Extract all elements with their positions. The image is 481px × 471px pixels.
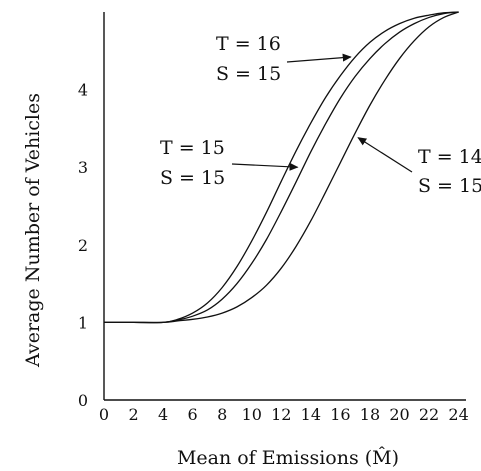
x-tick-label: 8 <box>217 405 227 424</box>
x-tick-label: 16 <box>330 405 350 424</box>
x-tick-label: 4 <box>158 405 168 424</box>
y-tick-label: 0 <box>78 391 88 410</box>
series-line-2 <box>104 11 459 324</box>
annotation-s-label: S = 15 <box>418 175 481 197</box>
y-tick-label: 1 <box>78 313 88 332</box>
y-axis-label: Average Number of Vehicles <box>22 93 44 368</box>
annotation-t-label: T = 16 <box>216 33 281 55</box>
x-tick-label: 0 <box>99 405 109 424</box>
x-axis-ticks: 0 2 4 6 8 10 12 14 16 18 20 22 24 <box>99 405 469 424</box>
annotation-s-label: S = 15 <box>216 63 281 85</box>
x-tick-label: 2 <box>128 405 138 424</box>
annotation-arrow <box>357 137 413 173</box>
y-axis-ticks: 0 1 2 3 4 <box>78 81 88 410</box>
annotation-t-label: T = 15 <box>160 137 225 159</box>
annotation-1: T = 15 S = 15 <box>160 137 299 189</box>
annotations: T = 16 S = 15 T = 15 S = 15 T = 14 S = 15 <box>160 33 481 197</box>
annotation-s-label: S = 15 <box>160 167 225 189</box>
annotation-arrow <box>231 162 299 171</box>
x-tick-label: 22 <box>419 405 439 424</box>
annotation-0: T = 16 S = 15 <box>216 33 352 85</box>
x-tick-label: 14 <box>301 405 321 424</box>
x-tick-label: 20 <box>389 405 409 424</box>
x-tick-label: 12 <box>271 405 291 424</box>
y-tick-label: 2 <box>78 236 88 255</box>
x-tick-label: 6 <box>188 405 198 424</box>
series-line-0 <box>104 11 459 324</box>
x-tick-label: 10 <box>242 405 262 424</box>
x-axis-label: Mean of Emissions (M̂) <box>177 447 399 469</box>
annotation-arrow <box>286 53 352 63</box>
series-line-1 <box>104 11 459 324</box>
annotation-t-label: T = 14 <box>418 146 481 168</box>
y-tick-label: 4 <box>78 81 88 100</box>
series-lines <box>104 11 459 324</box>
x-tick-label: 18 <box>360 405 380 424</box>
annotation-2: T = 14 S = 15 <box>357 137 481 197</box>
axes <box>103 12 466 401</box>
x-tick-label: 24 <box>448 405 468 424</box>
y-tick-label: 3 <box>78 158 88 177</box>
